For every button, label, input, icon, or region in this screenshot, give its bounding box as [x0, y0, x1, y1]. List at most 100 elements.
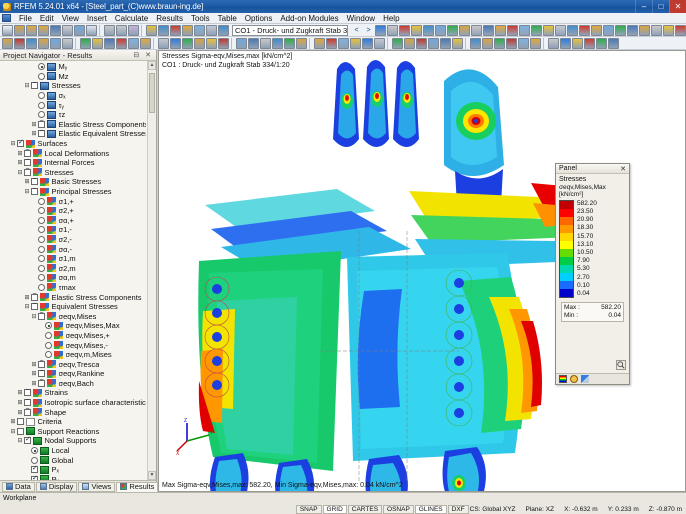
toolbar-button-5[interactable] — [62, 24, 73, 36]
load-case-combo[interactable]: CO1 - Druck- und Zugkraft Stab 334/1▾ — [232, 24, 348, 36]
toolbar2-button-33[interactable] — [428, 37, 439, 49]
menu-item-view[interactable]: View — [61, 13, 79, 23]
navigator-header-controls[interactable]: ⊟ ✕ — [133, 52, 153, 59]
tree-item[interactable]: σα,+ — [0, 216, 156, 226]
tree-item[interactable]: Local — [0, 446, 156, 456]
collapse-icon[interactable]: ⊟ — [10, 428, 16, 435]
tree-item[interactable]: σα,- — [0, 244, 156, 254]
scrollbar-thumb[interactable] — [149, 73, 155, 113]
collapse-icon[interactable]: ⊟ — [31, 313, 37, 320]
expand-icon[interactable]: ⊞ — [31, 380, 37, 387]
toolbar-button-ext-19[interactable] — [603, 24, 614, 36]
tree-item[interactable]: σ2,m — [0, 263, 156, 273]
tree-checkbox[interactable] — [38, 358, 45, 368]
toolbar-button-ext-14[interactable] — [543, 24, 554, 36]
toolbar-button-13[interactable] — [170, 24, 181, 36]
tree-checkbox[interactable] — [24, 157, 31, 167]
tree-item[interactable]: ⊞ Internal Forces — [0, 157, 156, 168]
tree-item[interactable]: σₓ — [0, 91, 156, 101]
toolbar2-button-32[interactable] — [416, 37, 427, 49]
tree-item[interactable]: ⊟ Nodal Supports — [0, 435, 156, 446]
panel-tab-factors-icon[interactable] — [570, 375, 578, 383]
tree-checkbox[interactable] — [24, 397, 31, 407]
scroll-up-arrow-icon[interactable]: ▲ — [148, 61, 156, 70]
toolbar-button-15[interactable] — [194, 24, 205, 36]
panel-close-icon[interactable]: ✕ — [620, 165, 626, 173]
toolbar-button-ext-23[interactable] — [651, 24, 662, 36]
expand-icon[interactable]: ⊞ — [31, 361, 37, 368]
expand-icon[interactable]: ⊞ — [17, 390, 23, 397]
toolbar2-button-16[interactable] — [206, 37, 217, 49]
tree-checkbox[interactable] — [38, 118, 45, 128]
toolbar-button-ext-1[interactable] — [387, 24, 398, 36]
toolbar-button-1[interactable] — [14, 24, 25, 36]
tree-item[interactable]: σ1,- — [0, 225, 156, 235]
toolbar-button-9[interactable] — [116, 24, 127, 36]
tree-radio[interactable] — [38, 235, 45, 243]
toolbar-button-7[interactable] — [86, 24, 97, 36]
toolbar-button-0[interactable] — [2, 24, 13, 36]
toolbar2-button-39[interactable] — [506, 37, 517, 49]
nav-next-button[interactable]: > — [366, 26, 371, 34]
tree-item[interactable]: σ1,m — [0, 254, 156, 264]
panel-tab-colors-icon[interactable] — [559, 375, 567, 383]
toolbar2-button-2[interactable] — [26, 37, 37, 49]
menu-item-edit[interactable]: Edit — [39, 13, 54, 23]
tree-radio[interactable] — [38, 63, 45, 71]
toolbar2-button-5[interactable] — [62, 37, 73, 49]
tree-radio[interactable] — [45, 341, 52, 349]
collapse-icon[interactable]: ⊟ — [10, 141, 16, 148]
navigator-scrollbar[interactable]: ▲ ▼ — [147, 61, 156, 480]
toolbar-button-ext-3[interactable] — [411, 24, 422, 36]
toolbar-button-17[interactable] — [218, 24, 229, 36]
tree-item[interactable]: Pᵧ — [0, 474, 156, 480]
toolbar-button-6[interactable] — [74, 24, 85, 36]
expand-icon[interactable]: ⊞ — [31, 121, 37, 128]
tree-checkbox[interactable] — [38, 377, 45, 387]
tree-checkbox[interactable] — [38, 368, 45, 378]
toolbar2-button-28[interactable] — [362, 37, 373, 49]
toolbar-button-ext-18[interactable] — [591, 24, 602, 36]
menu-item-addon-modules[interactable]: Add-on Modules — [280, 13, 339, 23]
toolbar-button-ext-10[interactable] — [495, 24, 506, 36]
toolbar-button-ext-8[interactable] — [471, 24, 482, 36]
tree-checkbox[interactable] — [31, 186, 38, 196]
nav-prev-button[interactable]: < — [354, 26, 359, 34]
tree-item[interactable]: ⊟ Stresses — [0, 80, 156, 91]
toolbar2-button-8[interactable] — [104, 37, 115, 49]
toolbar2-button-3[interactable] — [38, 37, 49, 49]
menu-item-window[interactable]: Window — [346, 13, 376, 23]
tree-item[interactable]: ⊟ Surfaces — [0, 138, 156, 149]
status-toggle-snap[interactable]: SNAP — [295, 504, 322, 514]
minimize-button[interactable]: – — [635, 0, 652, 13]
tree-radio[interactable] — [31, 456, 38, 464]
tree-item[interactable]: ⊞ Shape — [0, 406, 156, 417]
tree-item[interactable]: ⊞ Isotropic surface characteristics — [0, 397, 156, 408]
tree-item[interactable]: ⊞ σeqv,Rankine — [0, 368, 156, 379]
tree-checkbox[interactable] — [17, 418, 24, 426]
expand-icon[interactable]: ⊞ — [24, 294, 30, 301]
tree-item[interactable]: ⊟ Principal Stresses — [0, 186, 156, 197]
toolbar2-button-46[interactable] — [596, 37, 607, 49]
tree-item[interactable]: ⊟ Support Reactions — [0, 427, 156, 437]
tree-radio[interactable] — [38, 274, 45, 282]
tree-item[interactable]: σeqv,Mises,+ — [0, 331, 156, 341]
toolbar-button-ext-17[interactable] — [579, 24, 590, 36]
tree-radio[interactable] — [38, 216, 45, 224]
collapse-icon[interactable]: ⊟ — [17, 438, 23, 445]
toolbar-button-2[interactable] — [26, 24, 37, 36]
tree-radio[interactable] — [45, 322, 52, 330]
magnifier-icon[interactable] — [616, 360, 626, 370]
toolbar-button-ext-24[interactable] — [663, 24, 674, 36]
menu-item-file[interactable]: File — [19, 13, 32, 23]
tree-checkbox[interactable] — [24, 166, 31, 176]
tree-checkbox[interactable] — [31, 464, 38, 474]
toolbar-button-ext-13[interactable] — [531, 24, 542, 36]
toolbar-button-16[interactable] — [206, 24, 217, 36]
scroll-down-arrow-icon[interactable]: ▼ — [148, 471, 156, 480]
toolbar-button-ext-5[interactable] — [435, 24, 446, 36]
toolbar2-button-12[interactable] — [158, 37, 169, 49]
tree-item[interactable]: ⊞ Basic Stresses — [0, 176, 156, 187]
toolbar-button-ext-21[interactable] — [627, 24, 638, 36]
toolbar2-button-27[interactable] — [350, 37, 361, 49]
